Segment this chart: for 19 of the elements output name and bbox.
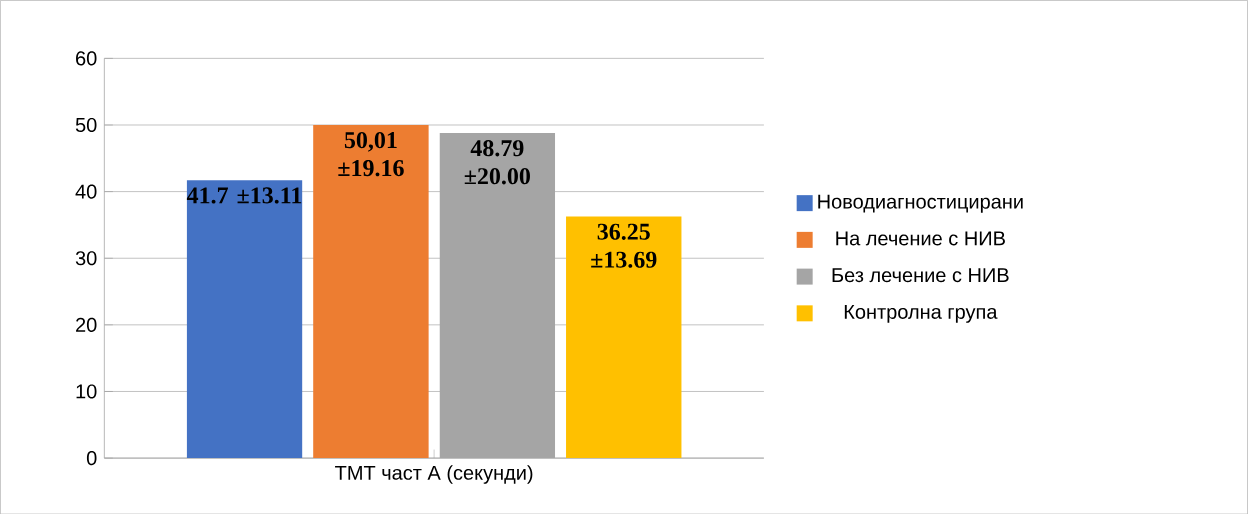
data-label: 41.7 ±13.11	[186, 187, 302, 204]
data-label: 36.25 ±13.69	[591, 223, 657, 268]
y-tick-label: 50	[75, 117, 97, 132]
legend-label: Контролна група	[844, 304, 998, 323]
y-tick-label: 0	[86, 450, 97, 465]
y-tick-label: 30	[75, 250, 97, 266]
bar	[313, 124, 429, 458]
legend-label: Без лечение с НИВ	[832, 267, 1009, 282]
y-tick-label: 20	[76, 317, 97, 332]
y-tick-label: 40	[75, 184, 97, 199]
bar	[186, 180, 303, 458]
y-tick-label: 10	[76, 384, 97, 399]
bar	[566, 216, 682, 458]
y-tick-label: 60	[76, 51, 97, 66]
legend-label: Новодиагностицирани	[818, 194, 1023, 213]
data-label: 48.79 ±20.00	[464, 139, 530, 185]
legend-label: На лечение с НИВ	[836, 231, 1005, 246]
data-label: 50,01 ±19.16	[338, 131, 404, 177]
x-tick-label: ТМТ част А (секунди)	[335, 464, 533, 484]
